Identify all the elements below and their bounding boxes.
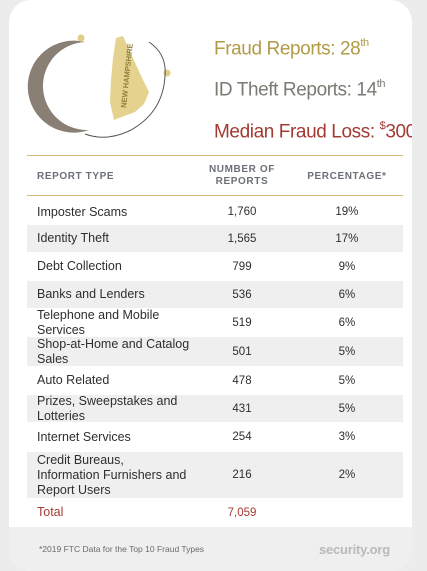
table-row: Prizes, Sweepstakes and Lotteries 431 5% [27,394,403,423]
fraud-table-body: Imposter Scams 1,760 19% Identity Theft … [27,199,403,527]
footnote: *2019 FTC Data for the Top 10 Fraud Type… [39,544,205,554]
table-row: Credit Bureaus, Information Furnishers a… [27,452,403,498]
table-row: Identity Theft 1,565 17% [27,225,403,252]
table-header-rule [27,195,403,196]
median-loss-stat: Median Fraud Loss: $300 [214,119,412,142]
footer: *2019 FTC Data for the Top 10 Fraud Type… [9,527,412,571]
table-top-rule [27,155,403,156]
header-percentage: PERCENTAGE* [307,170,387,182]
id-theft-stat: ID Theft Reports: 14th [214,78,386,101]
crescent-moon-icon [27,40,89,133]
new-hampshire-state-icon [110,36,149,120]
table-row: Shop-at-Home and Catalog Sales 501 5% [27,337,403,366]
header-number-of-reports: NUMBER OF REPORTS [208,164,275,187]
dot-icon [77,34,85,42]
table-row: Debt Collection 799 9% [37,259,356,273]
orbit-arc-icon [84,41,166,138]
table-row: Banks and Lenders 536 6% [27,281,403,308]
table-total-row: Total 7,059 [37,505,257,519]
fraud-reports-stat: Fraud Reports: 28th [214,37,369,60]
table-row: Telephone and Mobile Services 519 6% [37,307,356,337]
header-report-type: REPORT TYPE [37,170,115,182]
brand-logo: security.org [318,541,390,557]
table-header: REPORT TYPE NUMBER OF REPORTS PERCENTAGE… [27,157,403,195]
table-row: Imposter Scams 1,760 19% [37,204,359,219]
state-stats: Fraud Reports: 28th ID Theft Reports: 14… [214,32,412,156]
infographic-card: NEW HAMPSHIRE Fraud Reports: 28th ID The… [9,0,412,571]
moon-and-state-illustration: NEW HAMPSHIRE [27,34,171,138]
table-row: Internet Services 254 3% [37,429,356,444]
table-row: Auto Related 478 5% [37,373,356,387]
